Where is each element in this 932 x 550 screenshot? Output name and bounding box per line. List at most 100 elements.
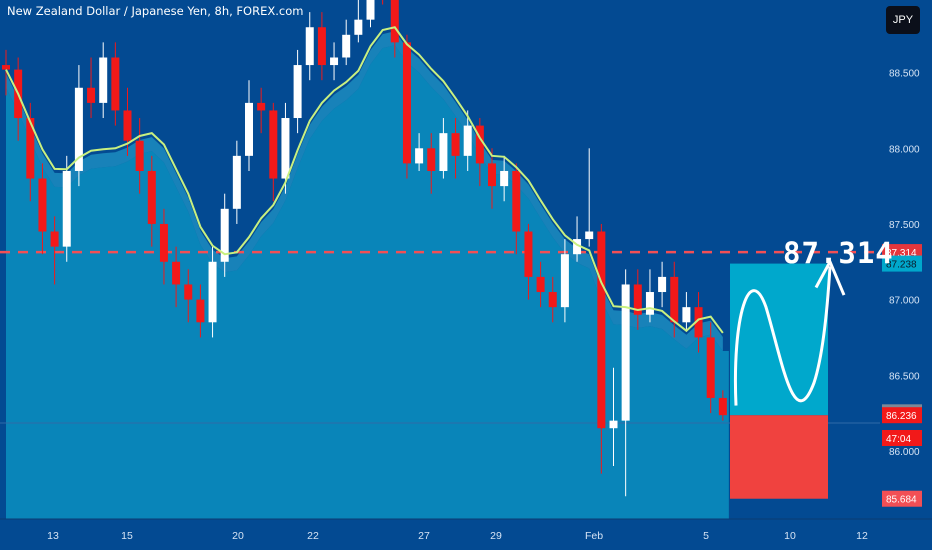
candle-body (330, 57, 339, 66)
projection-wave (733, 266, 832, 406)
time-tick-label: 15 (121, 530, 133, 542)
stop-box (730, 415, 828, 499)
candle-body (512, 170, 521, 232)
candle-body (184, 284, 193, 300)
candle-body (670, 276, 679, 323)
time-tick-label: 27 (418, 530, 430, 542)
candle-body (87, 87, 96, 103)
candle-body (62, 170, 71, 247)
candle-body (123, 110, 132, 141)
candle-body (390, 0, 399, 43)
projection-boxes (730, 258, 846, 499)
candle-body (38, 178, 47, 232)
price-label-bg (882, 255, 922, 272)
candle-body (74, 87, 83, 171)
candle-body (281, 118, 290, 179)
candle-body (682, 307, 691, 323)
candle-body (159, 223, 168, 262)
candle-body (621, 284, 630, 421)
price-tick-label: 86.000 (889, 447, 920, 458)
time-tick-label: 13 (47, 530, 59, 542)
time-tick-label: 10 (784, 530, 796, 542)
candle-body (366, 0, 375, 20)
candle-body (427, 148, 436, 171)
area-band (6, 31, 723, 351)
time-tick-label: 20 (232, 530, 244, 542)
candle-body (342, 34, 351, 58)
candle-body (439, 133, 448, 171)
candle-body (26, 118, 35, 179)
price-axis[interactable]: 88.500 88.000 87.500 87.000 86.500 86.000 (889, 69, 920, 458)
projection-arrow-head (814, 258, 846, 296)
candles-group (2, 0, 727, 497)
price-tick-label: 88.000 (889, 144, 920, 155)
time-tick-label: 29 (490, 530, 502, 542)
candle-body (645, 292, 654, 315)
candle-body (208, 261, 217, 323)
price-tick-label: 88.500 (889, 69, 920, 80)
candle-body (585, 231, 594, 240)
candle-body (232, 155, 241, 209)
price-label-text: 87.314 (886, 248, 917, 259)
candle-body (706, 337, 715, 398)
candle-body (99, 57, 108, 103)
price-label-bg (882, 490, 922, 507)
time-tick-label: Feb (585, 530, 603, 542)
candle-body (488, 163, 496, 187)
candle-body (463, 125, 472, 156)
price-label-bg (882, 430, 922, 446)
price-label-text: 87.238 (886, 260, 917, 271)
candle-body (718, 397, 727, 416)
time-tick-label: 22 (307, 530, 319, 542)
candle-body (135, 140, 144, 171)
moving-average-line (5, 26, 724, 334)
candle-body (257, 102, 266, 111)
candle-body (548, 292, 557, 308)
price-label-bg (882, 407, 922, 424)
candle-body (317, 27, 326, 66)
candle-body (50, 231, 59, 247)
candle-body (147, 170, 156, 224)
candle-body (402, 42, 411, 164)
candle-body (451, 133, 460, 156)
time-axis[interactable]: 13 15 20 22 27 29 Feb 5 10 12 (47, 530, 868, 542)
candle-body (354, 19, 363, 35)
candle-body (269, 110, 278, 179)
candle-body (293, 65, 302, 119)
price-label-text: 86.236 (886, 411, 917, 422)
candle-body (245, 102, 253, 156)
candle-body (305, 27, 314, 66)
candle-body (609, 420, 618, 429)
candle-body (560, 254, 569, 308)
price-tick-label: 86.500 (889, 371, 920, 382)
candle-body (172, 261, 181, 285)
area-fill (6, 45, 729, 520)
price-label-text: 85.684 (886, 495, 917, 506)
candle-body (415, 148, 424, 164)
price-tick-label: 87.500 (889, 220, 920, 231)
candle-body (475, 125, 484, 164)
candle-body (658, 276, 667, 293)
candle-body (111, 57, 120, 111)
ma-area-fill (6, 31, 729, 520)
price-label-text: 47:04 (886, 434, 911, 445)
candle-body (694, 307, 703, 338)
candle-body (633, 284, 642, 315)
time-tick-label: 5 (703, 530, 709, 542)
price-tick-label: 87.000 (889, 296, 920, 307)
target-price-annotation: 87.314 (783, 236, 894, 270)
target-box (730, 263, 828, 416)
candle-body (524, 231, 533, 277)
candle-body (2, 65, 10, 70)
time-tick-label: 12 (856, 530, 868, 542)
chart-title: New Zealand Dollar / Japanese Yen, 8h, F… (7, 4, 304, 18)
candle-body (500, 170, 509, 187)
candle-body (597, 231, 606, 429)
currency-button[interactable]: JPY (886, 6, 920, 34)
candle-body (196, 299, 205, 323)
candle-body (220, 208, 229, 262)
candle-body (573, 239, 582, 255)
